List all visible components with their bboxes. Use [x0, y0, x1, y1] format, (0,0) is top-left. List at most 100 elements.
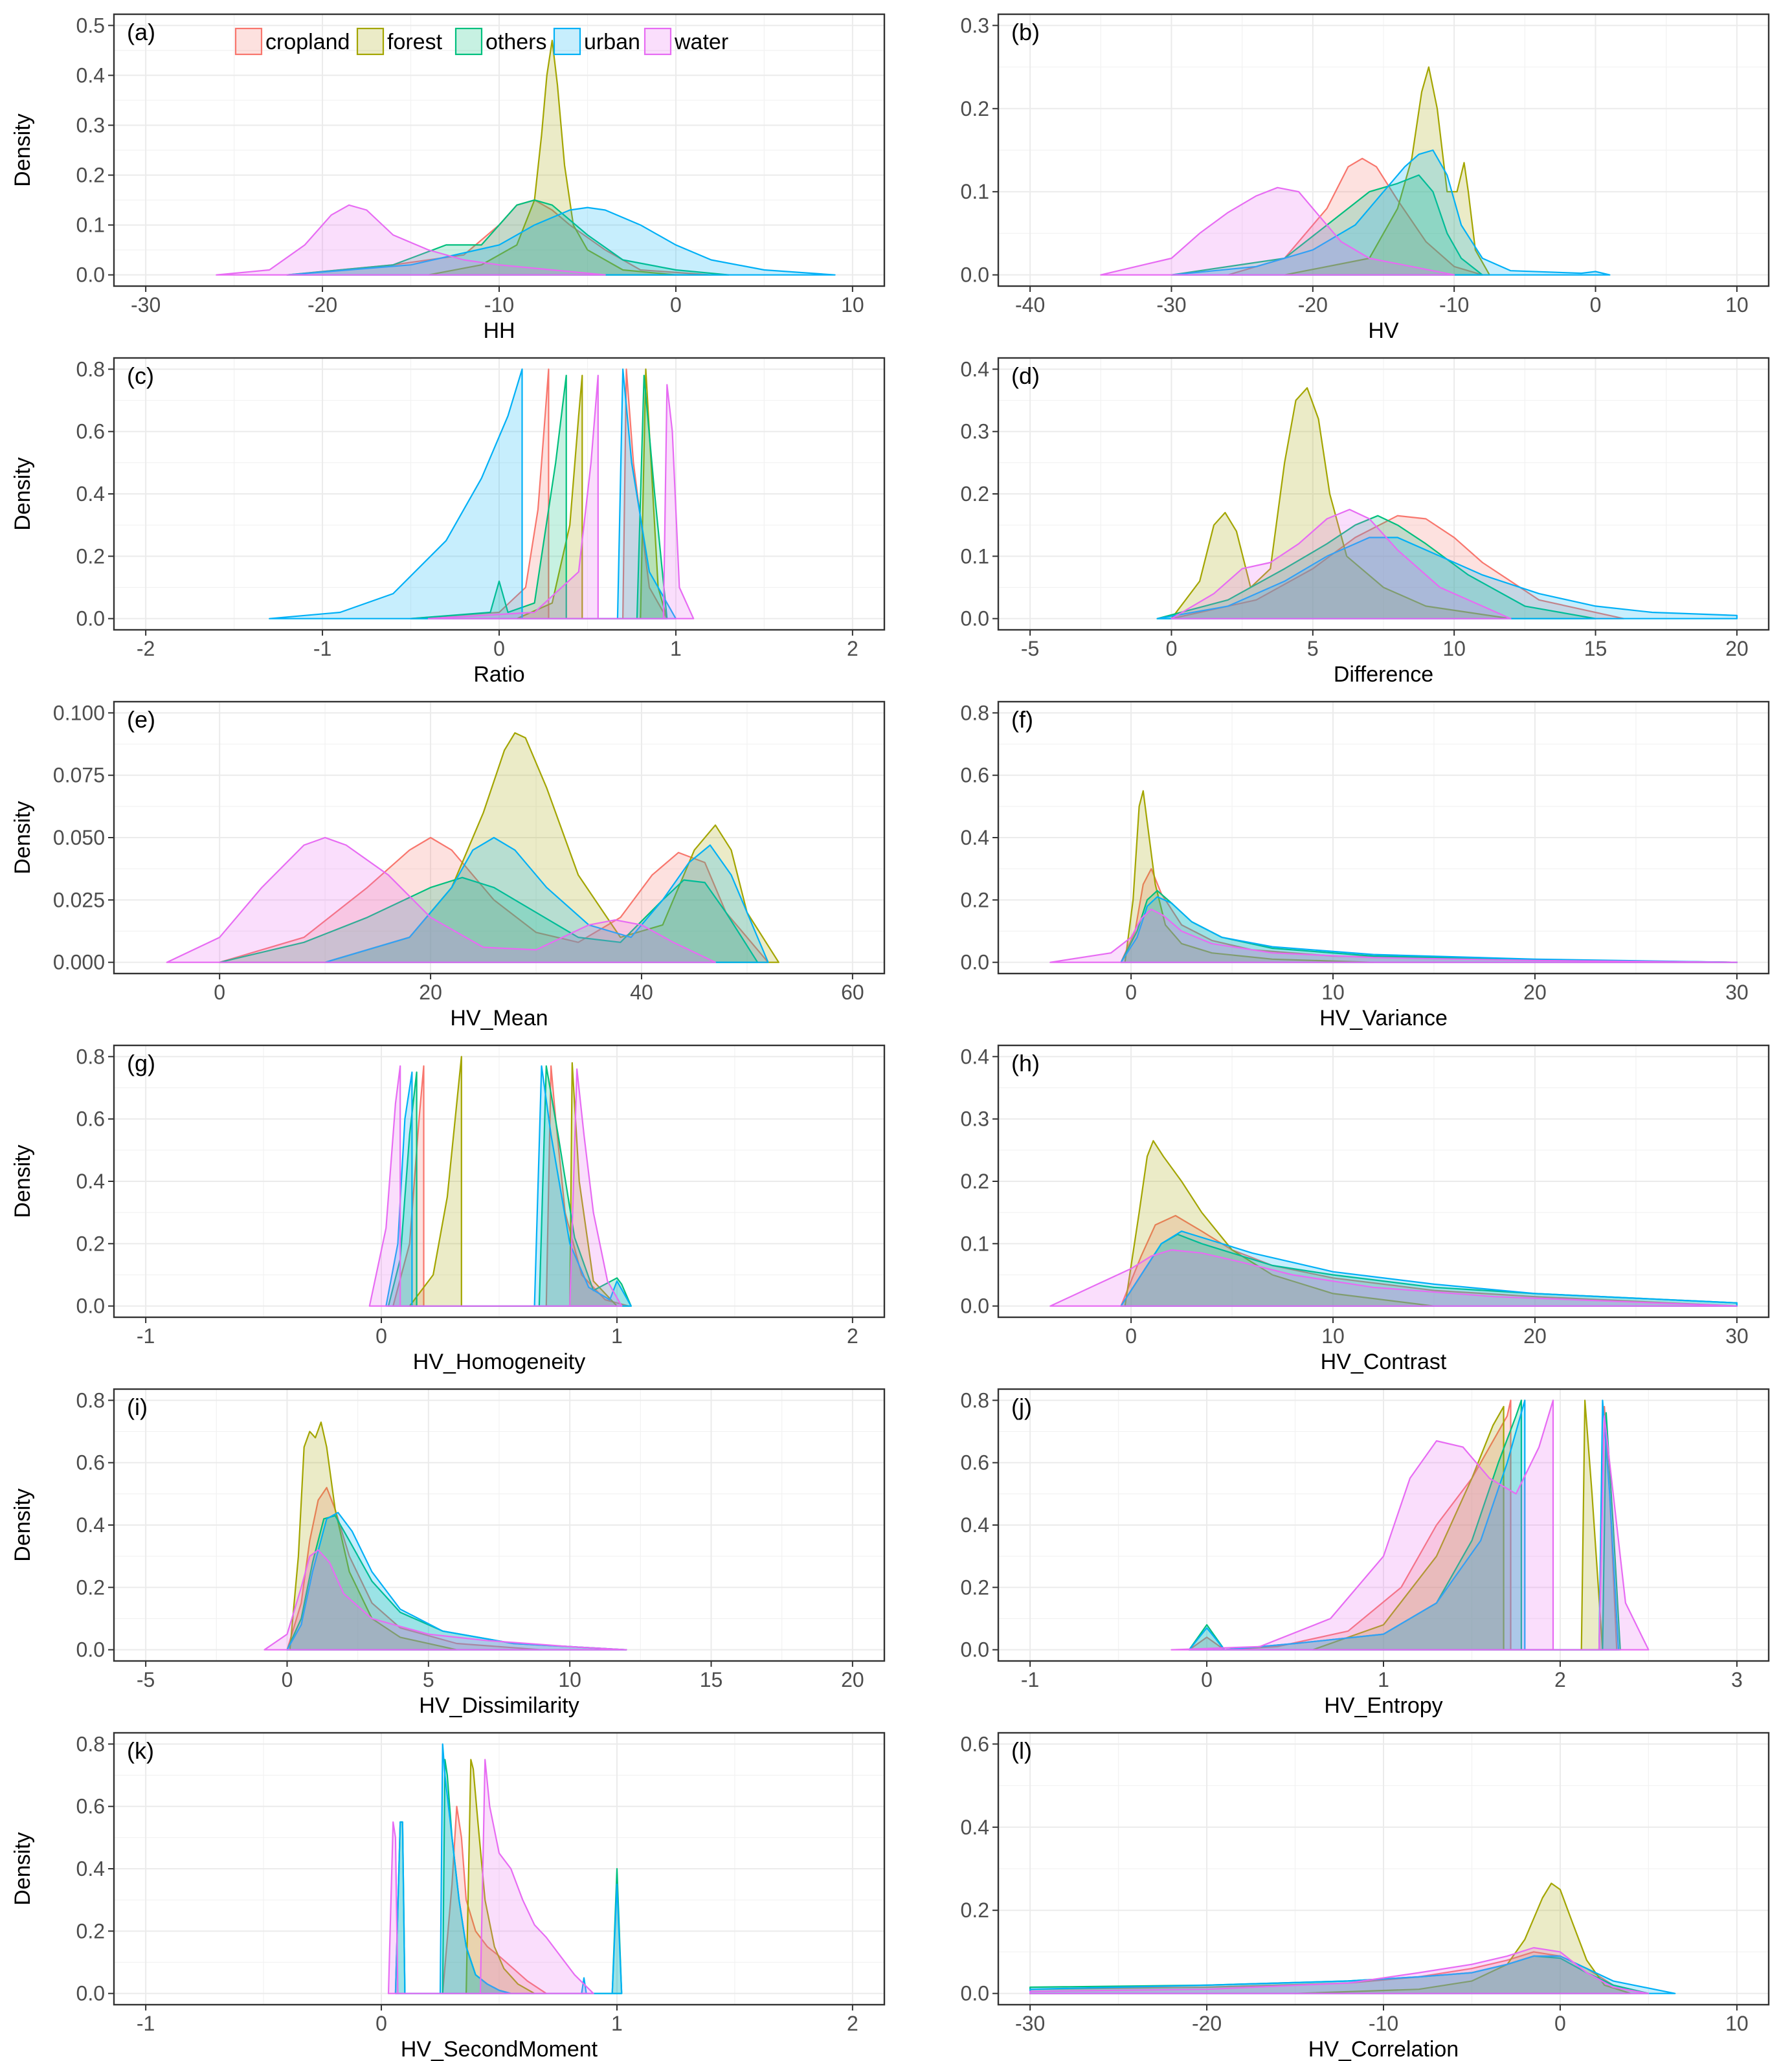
x-tick-label: -40 [1015, 293, 1045, 317]
x-tick-label: -2 [137, 637, 155, 660]
x-axis-title: HV_Mean [450, 1006, 548, 1030]
x-tick-label: 1 [670, 637, 682, 660]
x-tick-label: 1 [611, 1324, 623, 1348]
legend-key-water [644, 27, 672, 56]
y-tick-label: 0.6 [76, 420, 105, 443]
x-tick-label: 1 [1378, 1668, 1389, 1691]
panel-label: (d) [1011, 362, 1040, 389]
density-area-urban [286, 206, 836, 276]
y-axis-title: Density [10, 113, 35, 186]
panel-label: (b) [1011, 19, 1040, 45]
x-tick-label: 5 [423, 1668, 434, 1691]
legend-item-water: water [644, 27, 728, 56]
panel-label: (f) [1011, 706, 1033, 733]
density-area-others [286, 199, 730, 276]
y-tick-label: 0.4 [76, 1170, 105, 1193]
x-tick-label: -20 [1298, 293, 1328, 317]
density-area-forest [427, 39, 677, 276]
y-tick-label: 0.2 [961, 482, 989, 506]
x-tick-label: 0 [214, 981, 225, 1004]
y-tick-label: 0.8 [76, 1045, 105, 1068]
y-tick-label: 0.4 [961, 1816, 989, 1839]
y-tick-label: 0.1 [961, 180, 989, 203]
y-tick-label: 0.075 [53, 764, 105, 787]
y-tick-label: 0.100 [53, 701, 105, 724]
y-tick-label: 0.0 [76, 1982, 105, 2005]
x-axis-title: HV_Dissimilarity [419, 1693, 579, 1718]
y-tick-label: 0.0 [961, 607, 989, 630]
y-tick-label: 0.0 [961, 263, 989, 287]
y-tick-label: 0.000 [53, 951, 105, 974]
x-tick-label: -1 [313, 637, 331, 660]
density-area-cropland [1120, 1214, 1738, 1307]
y-axis-title: Density [10, 1488, 35, 1561]
density-area-forest [1124, 1140, 1435, 1307]
x-tick-label: 1 [611, 2012, 623, 2035]
density-area-water [387, 1759, 594, 1994]
panel-a: -30 -20 -10 0 10 0.0 0.1 0.2 0.3 0.4 0.5 HH Density (… [10, 13, 886, 343]
y-tick-label: 0.8 [961, 1388, 989, 1412]
y-tick-label: 0.025 [53, 888, 105, 911]
y-tick-label: 0.2 [961, 1899, 989, 1922]
y-tick-label: 0.4 [961, 826, 989, 849]
y-tick-label: 0.0 [961, 1295, 989, 1318]
panel-label: (l) [1011, 1737, 1032, 1764]
x-tick-label: 0 [1125, 1324, 1137, 1348]
y-tick-label: 0.6 [76, 1451, 105, 1475]
density-area-forest [1294, 1882, 1632, 1994]
x-tick-label: -5 [1021, 637, 1039, 660]
panel-label: (e) [127, 706, 155, 733]
density-area-urban [1029, 1955, 1676, 1994]
legend-label-water: water [674, 30, 728, 54]
x-tick-label: 0 [1554, 2012, 1566, 2035]
density-area-water [1170, 1399, 1650, 1651]
x-axis-title: HV_Homogeneity [413, 1350, 585, 1374]
x-tick-label: 10 [1321, 981, 1345, 1004]
x-axis-title: Ratio [473, 662, 524, 687]
y-tick-label: 0.2 [961, 1170, 989, 1193]
y-tick-label: 0.2 [76, 1919, 105, 1943]
x-tick-label: 0 [375, 2012, 387, 2035]
y-tick-label: 0.4 [76, 482, 105, 506]
y-tick-label: 0.8 [76, 357, 105, 381]
density-area-others [1156, 515, 1596, 619]
y-tick-label: 0.8 [76, 1388, 105, 1412]
y-axis-title: Density [10, 457, 35, 530]
y-tick-label: 0.4 [961, 357, 989, 381]
y-tick-label: 0.2 [76, 1576, 105, 1599]
x-tick-label: 20 [1523, 981, 1547, 1004]
density-area-water [1029, 1946, 1650, 1994]
x-tick-label: 20 [419, 981, 442, 1004]
density-area-forest [465, 1759, 535, 1994]
x-axis-title: Difference [1334, 662, 1433, 687]
panel-label: (a) [127, 19, 155, 45]
y-tick-label: 0.0 [76, 1295, 105, 1318]
density-area-forest [1170, 387, 1512, 619]
y-tick-label: 0.6 [961, 1451, 989, 1475]
panel-f: 0 10 20 30 0.0 0.2 0.4 0.6 0.8 HV_Variance (f) [961, 700, 1770, 1030]
x-tick-label: -1 [137, 2012, 155, 2035]
density-area-cropland [1227, 157, 1483, 276]
x-tick-label: 2 [847, 637, 858, 660]
x-tick-label: 0 [670, 293, 682, 317]
legend-key-urban [553, 27, 581, 56]
panel-label: (h) [1011, 1050, 1040, 1076]
x-tick-label: 0 [375, 1324, 387, 1348]
y-tick-label: 0.0 [961, 951, 989, 974]
y-tick-label: 0.0 [76, 1638, 105, 1662]
panel-j: -1 0 1 2 3 0.0 0.2 0.4 0.6 0.8 HV_Entropy (j) [961, 1388, 1770, 1718]
legend: cropland forest others urban water [234, 27, 728, 56]
x-axis-title: HV_Contrast [1321, 1350, 1447, 1374]
x-tick-label: -1 [1021, 1668, 1039, 1691]
y-tick-label: 0.0 [76, 607, 105, 630]
x-axis-title: HV_Correlation [1308, 2037, 1459, 2061]
density-area-urban [1120, 1231, 1738, 1307]
x-tick-label: 2 [1554, 1668, 1566, 1691]
y-tick-label: 0.1 [76, 214, 105, 237]
x-tick-label: 10 [1725, 2012, 1749, 2035]
density-area-forest [289, 1421, 458, 1651]
legend-item-cropland: cropland [234, 27, 350, 56]
panel-c: -2 -1 0 1 2 0.0 0.2 0.4 0.6 0.8 Ratio Density (c) [10, 357, 886, 687]
legend-label-forest: forest [387, 30, 443, 54]
